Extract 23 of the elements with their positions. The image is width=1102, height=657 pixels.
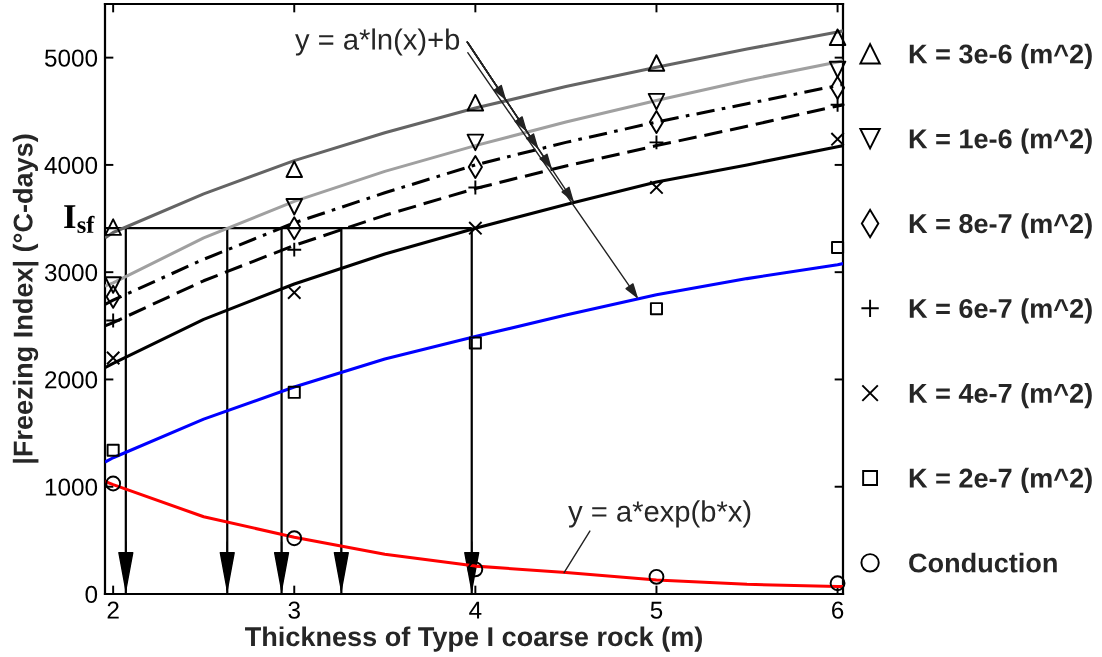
y-tick-label: 3000 [44,264,98,282]
x-tick-label: 4 [469,601,482,619]
series-label: I$_{sf}$ [64,205,95,234]
legend-label: K = 2e-7 (m^2) [909,467,1092,494]
legend-label: Conduction [909,552,1057,573]
y-tick-label: 4000 [44,156,98,174]
legend-label: K = 1e-6 (m^2) [909,128,1092,154]
legend-label: K = 6e-7 (m^2) [909,298,1092,324]
x-tick-label: 2 [107,601,119,619]
x-tick-label: 5 [650,601,663,619]
annotation: y = a*exp(b*x) [568,500,751,528]
y-tick-label: 5000 [44,49,98,67]
y-tick-label: 1000 [45,478,98,496]
annotation: y = a*ln(x)+b [295,28,460,56]
x-tick-label: 6 [832,601,844,619]
x-tick-label: 3 [288,601,300,619]
y-axis-title: |Freezing Index| (°C-days) [12,134,39,463]
legend-label: K = 3e-6 (m^2) [909,43,1092,69]
x-axis-title: Thickness of Type I coarse rock (m) [245,626,702,652]
y-tick-label: 2000 [45,371,98,389]
legend-label: K = 8e-7 (m^2) [909,213,1092,239]
y-tick-label: 0 [85,585,98,604]
legend-label: K = 4e-7 (m^2) [909,383,1092,409]
